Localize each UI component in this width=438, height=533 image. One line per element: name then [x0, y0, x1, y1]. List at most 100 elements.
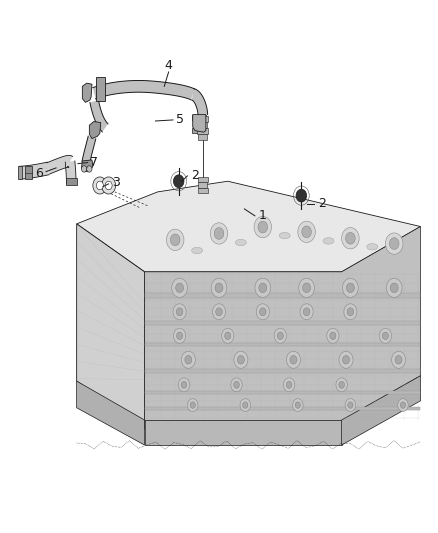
Ellipse shape: [192, 247, 202, 254]
Circle shape: [344, 304, 357, 320]
Circle shape: [255, 278, 271, 297]
Polygon shape: [145, 227, 420, 421]
Circle shape: [87, 166, 92, 172]
Circle shape: [302, 226, 311, 238]
Polygon shape: [193, 115, 206, 132]
Circle shape: [286, 382, 292, 388]
Circle shape: [379, 328, 392, 343]
Circle shape: [237, 356, 244, 364]
Circle shape: [172, 278, 187, 297]
Circle shape: [166, 229, 184, 251]
Circle shape: [303, 283, 311, 293]
Circle shape: [105, 181, 112, 190]
Circle shape: [215, 283, 223, 293]
Circle shape: [283, 378, 295, 392]
Circle shape: [330, 332, 336, 340]
Bar: [145, 369, 420, 373]
Circle shape: [96, 181, 103, 190]
Circle shape: [258, 221, 268, 233]
Polygon shape: [96, 77, 105, 101]
Circle shape: [177, 332, 183, 340]
Bar: [192, 128, 206, 133]
Circle shape: [347, 308, 354, 316]
Polygon shape: [90, 100, 108, 132]
Circle shape: [102, 177, 116, 194]
Circle shape: [173, 328, 186, 343]
Text: 7: 7: [90, 156, 98, 169]
Circle shape: [173, 304, 186, 320]
Circle shape: [170, 234, 180, 246]
Circle shape: [181, 351, 195, 368]
Circle shape: [222, 328, 234, 343]
Circle shape: [390, 283, 398, 293]
Circle shape: [173, 175, 184, 188]
Circle shape: [274, 328, 286, 343]
Bar: [145, 391, 420, 394]
Circle shape: [339, 382, 344, 388]
Text: 1: 1: [259, 209, 267, 222]
Circle shape: [187, 399, 198, 411]
Circle shape: [259, 308, 266, 316]
Circle shape: [185, 356, 192, 364]
Circle shape: [400, 402, 406, 408]
Circle shape: [214, 228, 224, 239]
Polygon shape: [65, 161, 76, 184]
Text: 3: 3: [112, 176, 120, 189]
Circle shape: [81, 166, 87, 172]
Circle shape: [398, 399, 408, 411]
Ellipse shape: [367, 244, 378, 250]
Bar: [198, 122, 207, 128]
Circle shape: [295, 402, 300, 408]
Circle shape: [243, 402, 248, 408]
Polygon shape: [145, 420, 342, 445]
Ellipse shape: [236, 239, 246, 246]
Circle shape: [93, 177, 107, 194]
Polygon shape: [77, 224, 145, 429]
Circle shape: [277, 332, 283, 340]
Bar: [197, 128, 208, 134]
Circle shape: [300, 304, 313, 320]
Circle shape: [342, 228, 359, 249]
Circle shape: [327, 328, 339, 343]
Text: 2: 2: [191, 169, 199, 182]
Circle shape: [395, 356, 402, 364]
Circle shape: [392, 351, 406, 368]
Bar: [197, 116, 208, 122]
Polygon shape: [19, 162, 49, 179]
Circle shape: [286, 351, 300, 368]
Circle shape: [336, 378, 347, 392]
Circle shape: [303, 308, 310, 316]
Polygon shape: [89, 122, 101, 139]
Circle shape: [176, 283, 184, 293]
Circle shape: [298, 221, 315, 243]
Circle shape: [385, 233, 403, 254]
Polygon shape: [82, 83, 92, 102]
Ellipse shape: [279, 232, 290, 239]
Text: 2: 2: [318, 197, 326, 210]
Bar: [145, 321, 420, 325]
Circle shape: [256, 304, 269, 320]
Bar: [66, 178, 77, 185]
Text: 6: 6: [35, 167, 43, 180]
Circle shape: [290, 356, 297, 364]
Circle shape: [389, 238, 399, 249]
Bar: [198, 134, 207, 140]
Circle shape: [259, 283, 267, 293]
Circle shape: [345, 399, 356, 411]
Circle shape: [299, 278, 314, 297]
Circle shape: [231, 378, 242, 392]
Ellipse shape: [323, 238, 334, 244]
Bar: [145, 407, 420, 410]
Circle shape: [210, 223, 228, 244]
Bar: [198, 177, 208, 182]
Circle shape: [346, 232, 355, 244]
Circle shape: [343, 278, 358, 297]
Bar: [145, 293, 420, 298]
Circle shape: [296, 189, 307, 202]
Circle shape: [254, 216, 272, 238]
Bar: [145, 343, 420, 346]
Bar: [18, 166, 22, 179]
Polygon shape: [342, 376, 420, 445]
Polygon shape: [192, 88, 208, 115]
Bar: [198, 182, 207, 188]
